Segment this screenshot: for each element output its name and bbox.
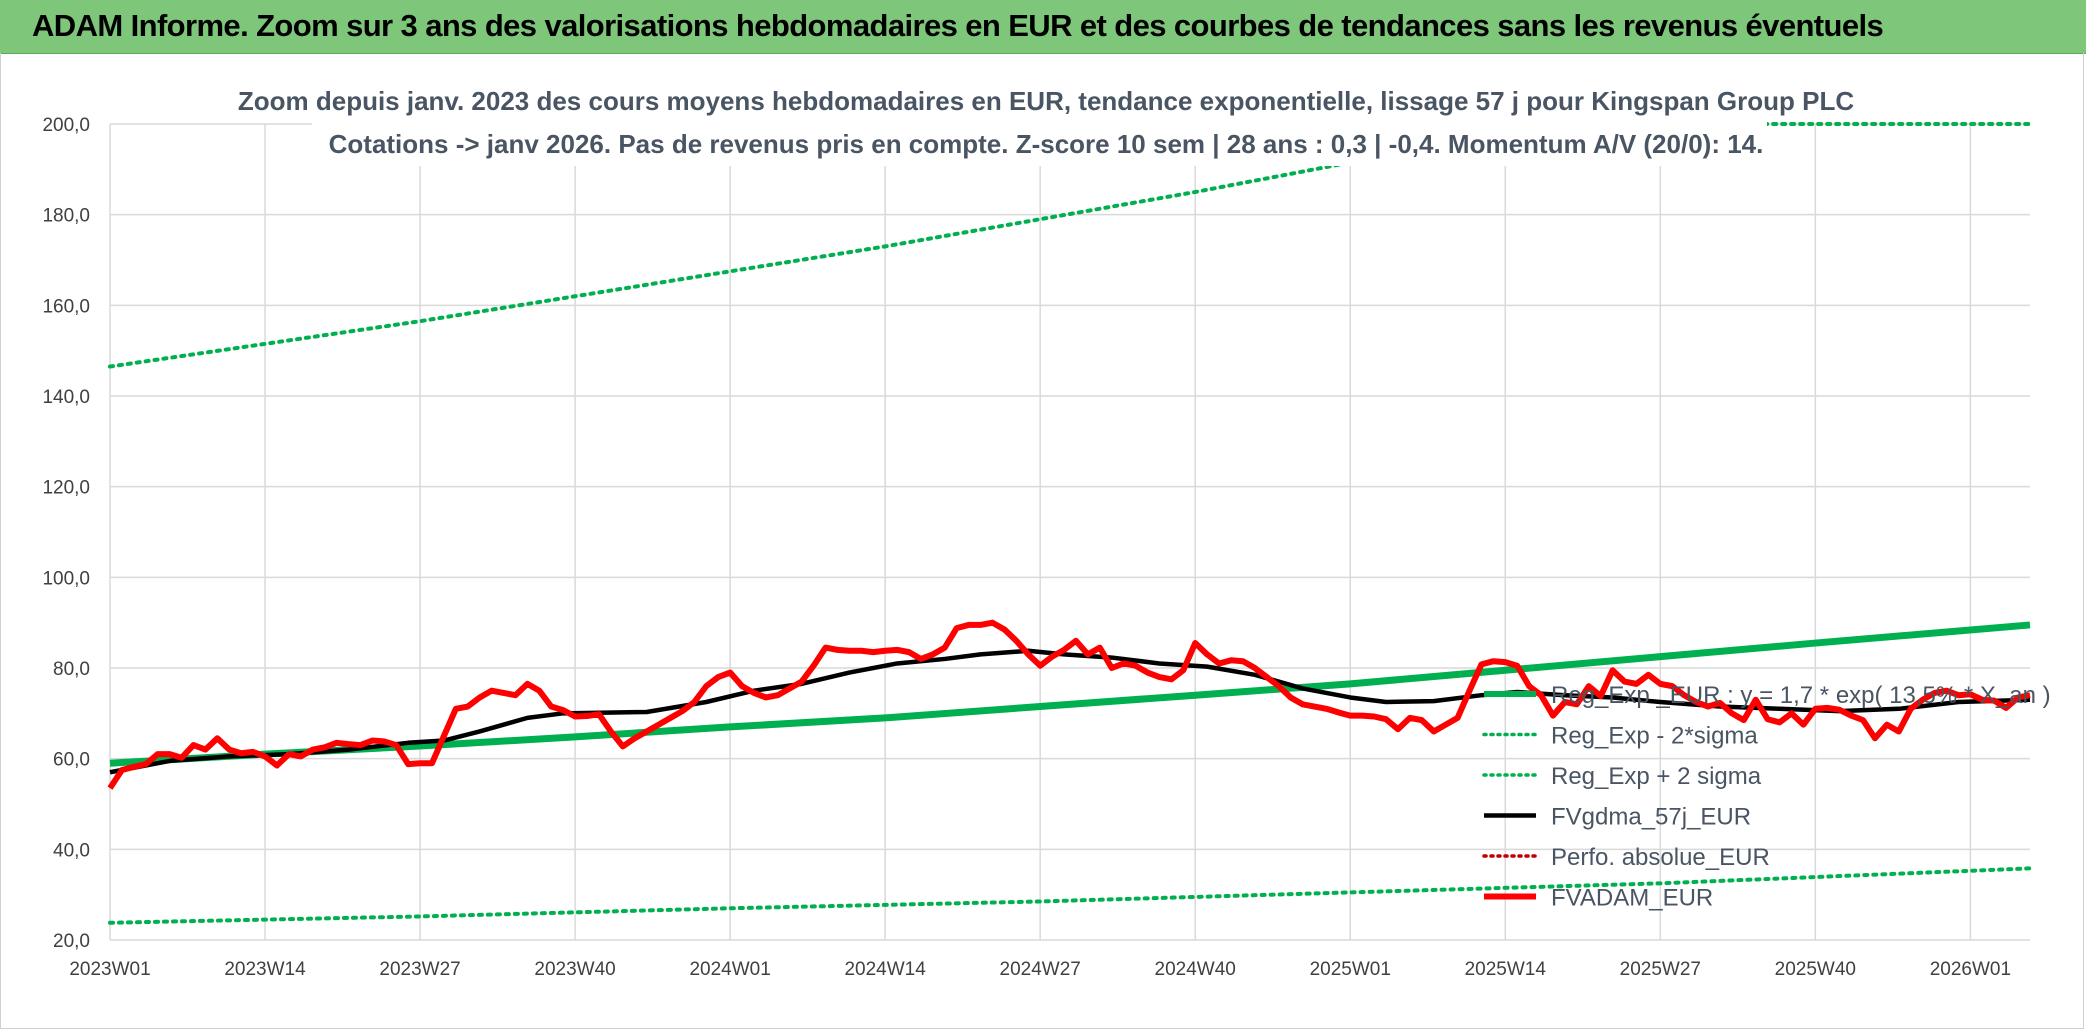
y-tick-label: 160,0 bbox=[42, 296, 90, 317]
y-tick-label: 180,0 bbox=[42, 206, 90, 227]
series-line-reg-exp-2-sigma bbox=[108, 866, 2032, 925]
y-tick-label: 80,0 bbox=[53, 659, 90, 680]
x-tick-label: 2025W14 bbox=[1465, 959, 1547, 980]
legend-label-fvgdma-57j-eur: FVgdma_57j_EUR bbox=[1551, 804, 1751, 831]
x-tick-label: 2023W27 bbox=[379, 959, 460, 980]
x-tick-label: 2024W01 bbox=[689, 959, 770, 980]
chart-title-line-1: Zoom depuis janv. 2023 des cours moyens … bbox=[238, 86, 1854, 116]
chart-title-box: Zoom depuis janv. 2023 des cours moyens … bbox=[238, 78, 1854, 166]
x-tick-label: 2023W01 bbox=[69, 959, 150, 980]
y-tick-label: 40,0 bbox=[53, 840, 90, 861]
y-tick-label: 60,0 bbox=[53, 750, 90, 771]
x-tick-label: 2024W27 bbox=[1000, 959, 1081, 980]
y-tick-label: 20,0 bbox=[53, 931, 90, 952]
chart-title-background bbox=[312, 78, 1767, 166]
series-line-reg-exp-eur-y-1-7-exp-13-5-x-an bbox=[109, 621, 2031, 767]
x-tick-label: 2025W01 bbox=[1310, 959, 1391, 980]
x-tick-label: 2024W40 bbox=[1155, 959, 1236, 980]
y-tick-label: 120,0 bbox=[42, 478, 90, 499]
y-tick-label: 100,0 bbox=[42, 568, 90, 589]
legend-label-reg-exp-2-sigma: Reg_Exp + 2 sigma bbox=[1551, 763, 1762, 790]
legend-label-perfo-absolue-eur: Perfo. absolue_EUR bbox=[1551, 844, 1770, 871]
x-tick-label: 2025W27 bbox=[1620, 959, 1701, 980]
chart-title-line-2: Cotations -> janv 2026. Pas de revenus p… bbox=[329, 129, 1764, 159]
x-tick-label: 2026W01 bbox=[1930, 959, 2011, 980]
legend: Reg_Exp _EUR : y = 1,7 * exp( 13,5% * X_… bbox=[1482, 682, 2051, 912]
gridlines bbox=[109, 123, 2030, 941]
y-tick-label: 200,0 bbox=[42, 115, 90, 136]
y-tick-label: 140,0 bbox=[42, 387, 90, 408]
x-tick-label: 2023W40 bbox=[534, 959, 615, 980]
x-tick-label: 2024W14 bbox=[844, 959, 926, 980]
page-title: ADAM Informe. Zoom sur 3 ans des valoris… bbox=[32, 8, 1884, 43]
chart-frame bbox=[0, 53, 2084, 1029]
axes: 20,0 40,0 60,0 80,0 100,0 120,0 140,0 160,0 180,… bbox=[42, 115, 2011, 980]
legend-label-reg-exp-2-sigma: Reg_Exp - 2*sigma bbox=[1551, 723, 1758, 750]
x-tick-label: 2023W14 bbox=[224, 959, 306, 980]
series-line-fvgdma-57j-eur bbox=[109, 648, 2031, 775]
legend-label-reg-exp-eur-y-1-7-exp-13-5-x-an: Reg_Exp _EUR : y = 1,7 * exp( 13,5% * X_… bbox=[1551, 682, 2051, 709]
legend-label-fvadam-eur: FVADAM_EUR bbox=[1551, 885, 1713, 912]
header-banner: ADAM Informe. Zoom sur 3 ans des valoris… bbox=[0, 0, 2086, 54]
series-lines bbox=[107, 122, 2032, 925]
series-line-fvadam-eur bbox=[107, 619, 2031, 790]
x-tick-label: 2025W40 bbox=[1775, 959, 1856, 980]
